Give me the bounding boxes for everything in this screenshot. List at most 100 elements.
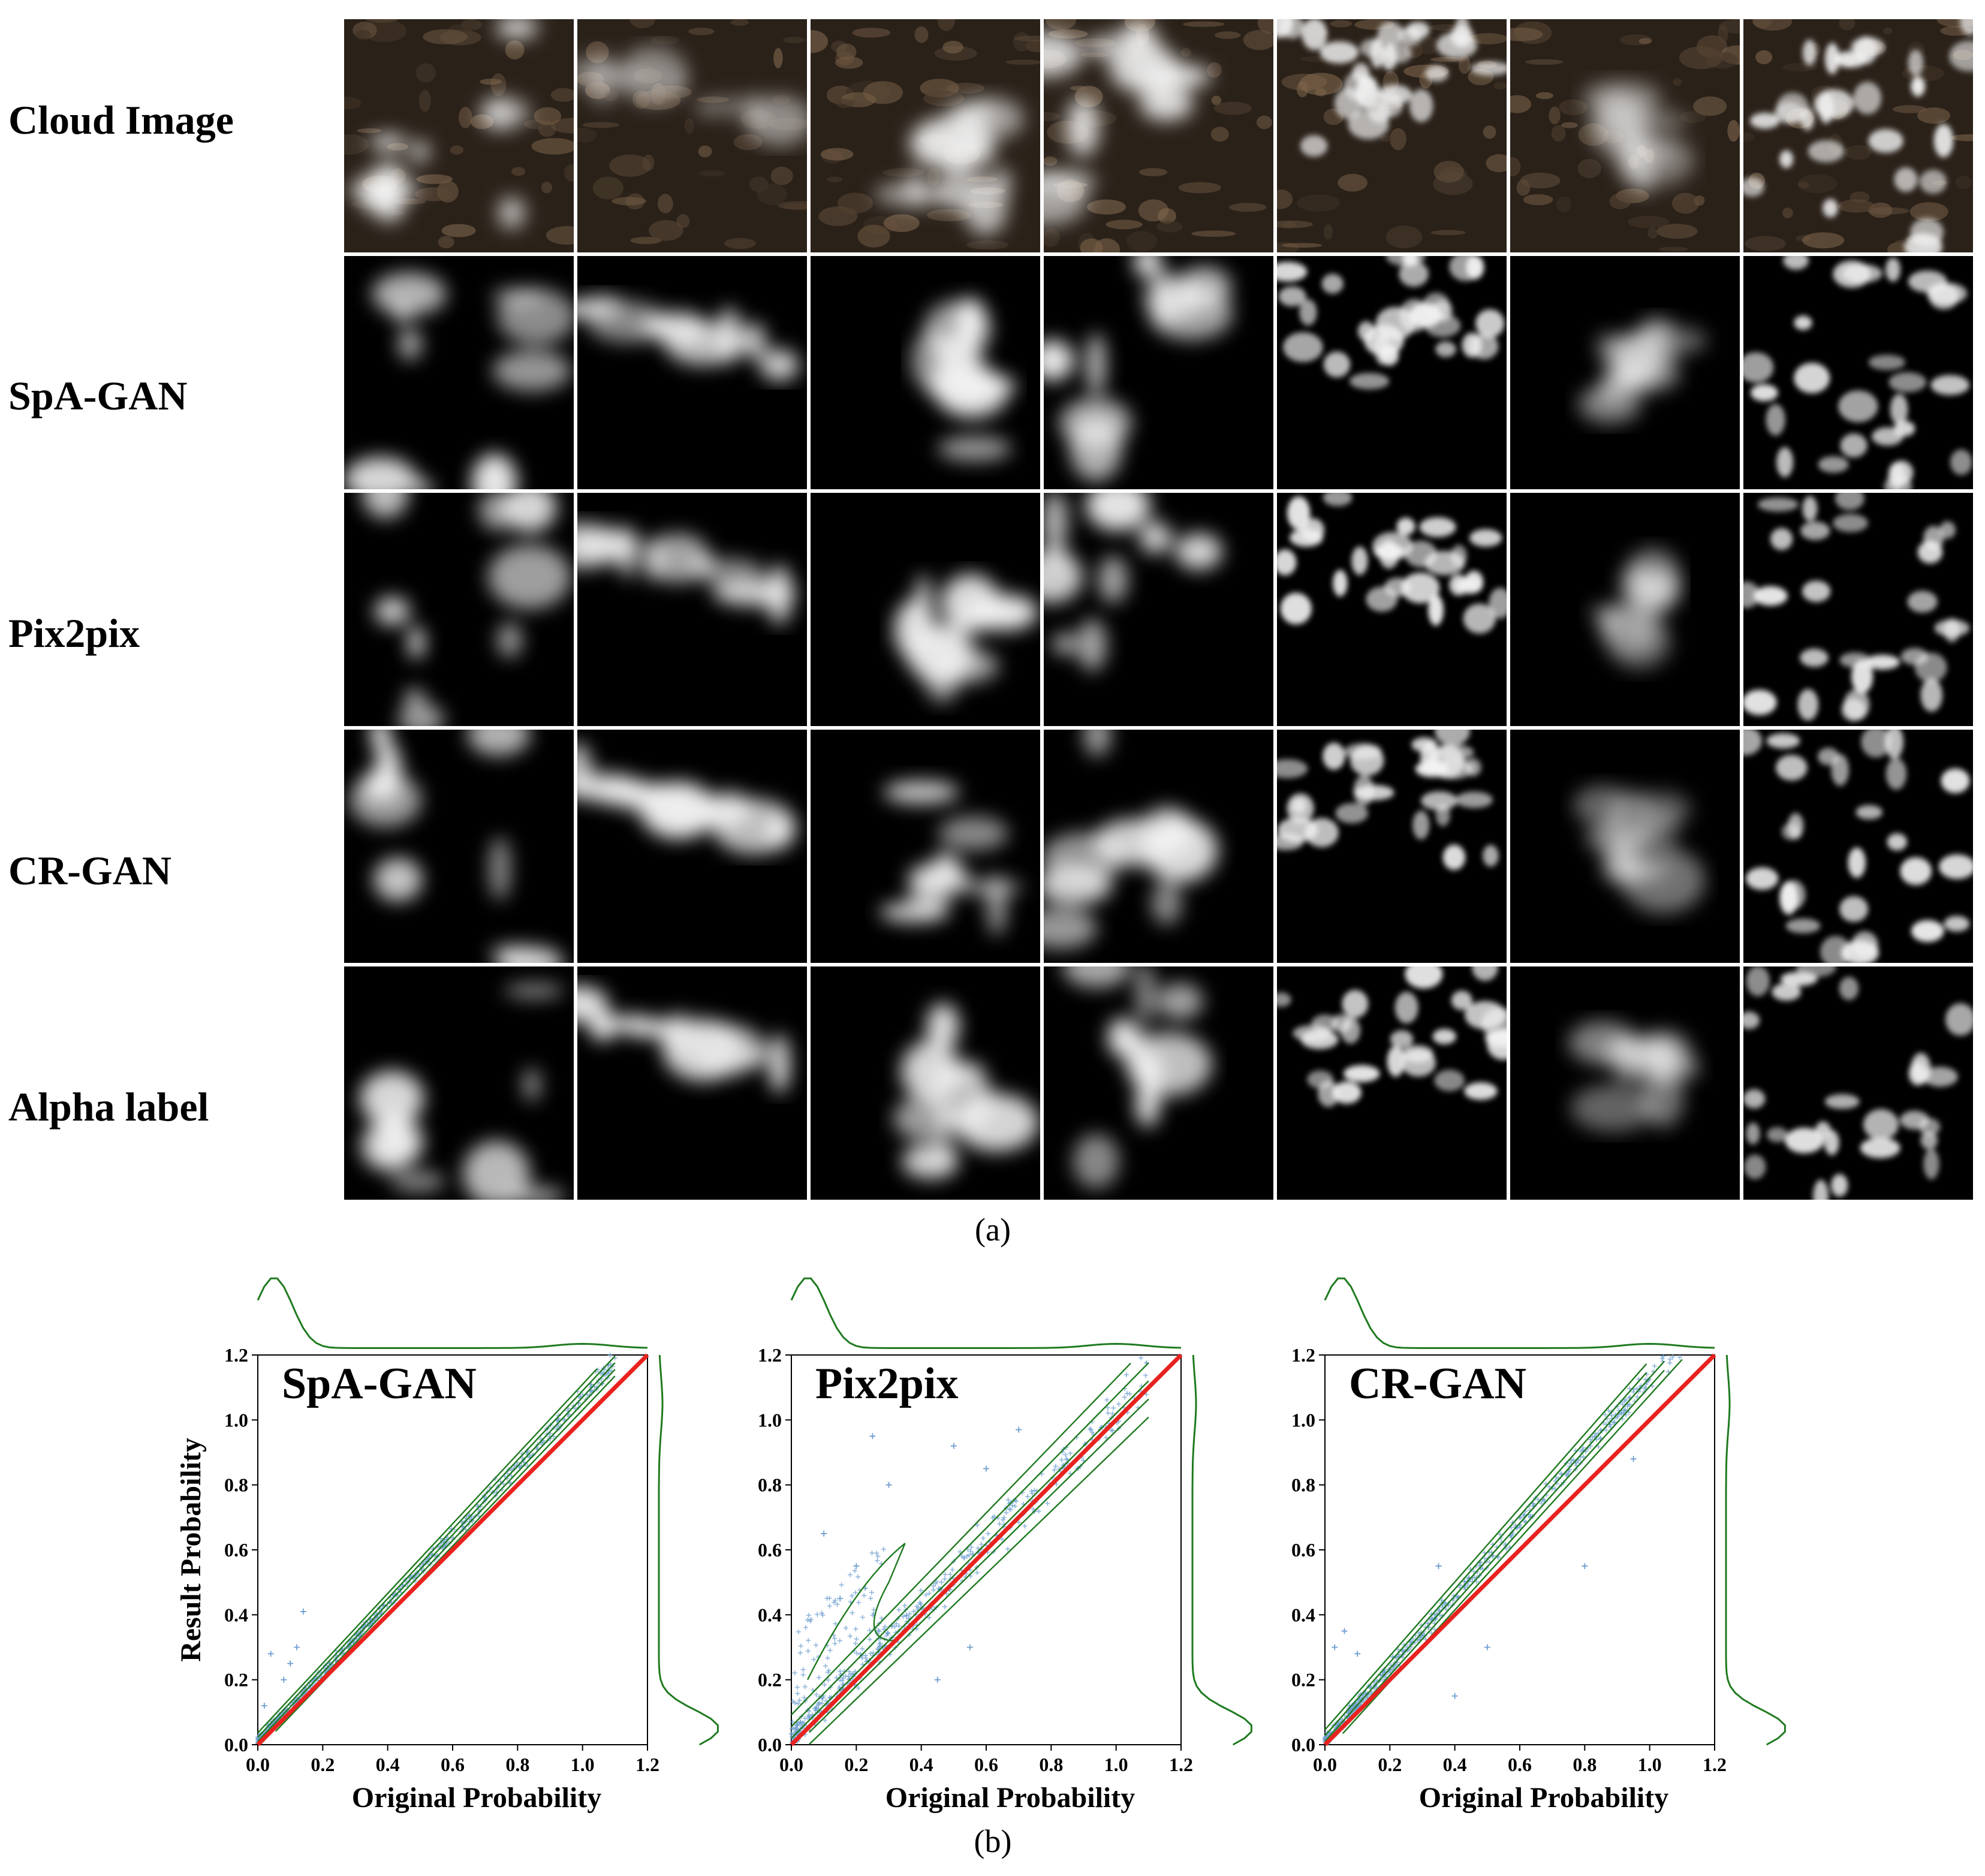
scatter-point <box>854 1651 860 1656</box>
image-tile-r2-c2 <box>577 256 807 489</box>
scatter-point-outlier <box>300 1608 306 1615</box>
image-tile-r3-c4 <box>1044 493 1273 726</box>
scatter-point <box>1443 1606 1448 1612</box>
scatter-point <box>1089 1429 1095 1435</box>
scatter-point <box>1670 1354 1676 1360</box>
chart-title: SpA-GAN <box>282 1359 477 1408</box>
scatter-point <box>856 1574 861 1579</box>
scatter-point-outlier <box>294 1644 300 1651</box>
scatter-point <box>814 1642 819 1648</box>
scatter-point-outlier <box>950 1443 957 1449</box>
y-tick-label: 1.0 <box>224 1409 248 1431</box>
x-tick-label: 0.2 <box>311 1754 335 1775</box>
scatter-point <box>1036 1508 1041 1514</box>
image-tile-r1-c5 <box>1277 19 1507 252</box>
density-contour <box>257 1362 616 1742</box>
scatter-point <box>814 1692 819 1697</box>
scatter-point <box>1005 1546 1010 1552</box>
y-axis-label: Result Probability <box>175 1438 207 1662</box>
density-contours <box>257 1356 616 1742</box>
scatter-point <box>800 1672 806 1678</box>
scatter-point <box>1622 1407 1628 1413</box>
chart-title: Pix2pix <box>815 1359 958 1408</box>
y-tick-label: 0.4 <box>758 1604 782 1625</box>
scatter-point <box>793 1725 799 1730</box>
scatter-point <box>856 1600 862 1605</box>
scatter-point <box>507 1480 513 1486</box>
image-tile-r4-c7 <box>1743 730 1973 963</box>
scatter-point <box>1480 1566 1486 1571</box>
scatter-point <box>798 1643 803 1649</box>
scatter-point-outlier <box>1630 1456 1637 1462</box>
scatter-point <box>853 1627 859 1632</box>
reference-line-y-equals-x <box>1323 1353 1716 1746</box>
row-label-cr-gan: CR-GAN <box>8 848 171 893</box>
scatter-point <box>853 1641 859 1646</box>
scatter-point <box>882 1624 888 1630</box>
scatter-point <box>1457 1585 1463 1590</box>
scatter-point <box>881 1546 886 1552</box>
x-tick-label: 1.2 <box>1169 1754 1193 1775</box>
scatter-point <box>1581 1454 1586 1459</box>
y-tick-label: 0.0 <box>224 1734 248 1755</box>
image-tile-r1-c3 <box>811 19 1040 252</box>
x-axis-label: Original Probability <box>352 1782 601 1814</box>
image-tile-r2-c5 <box>1277 256 1507 489</box>
scatter-point <box>1106 1410 1111 1416</box>
scatter-point <box>1538 1501 1544 1506</box>
density-contour <box>791 1380 1149 1739</box>
scatter-point <box>863 1585 868 1591</box>
marginal-density-y <box>658 1354 719 1746</box>
scatter-point-outlier <box>1451 1693 1458 1699</box>
scatter-point <box>822 1682 827 1688</box>
scatter-point <box>834 1675 839 1681</box>
scatter-point <box>832 1600 837 1605</box>
scatter-point <box>997 1521 1002 1526</box>
row-label-spa-gan: SpA-GAN <box>8 373 188 418</box>
scatter-point-outlier <box>267 1651 274 1657</box>
scatter-point <box>793 1700 798 1706</box>
scatter-chart-pix2pix: 0.0 0.2 0.4 0.6 0.8 1.0 1.2 0.0 0.2 0.4 0.6 0.8 1.0 1… <box>758 1277 1252 1814</box>
scatter-point <box>846 1674 851 1679</box>
scatter-point <box>875 1553 881 1559</box>
scatter-point-outlier <box>1354 1651 1361 1657</box>
scatter-point <box>823 1663 828 1669</box>
scatter-point <box>1465 1582 1470 1588</box>
scatter-point <box>939 1580 944 1585</box>
x-tick-label: 0.8 <box>1573 1754 1597 1775</box>
scatter-point <box>827 1603 832 1609</box>
image-tile-r1-c6 <box>1510 19 1740 252</box>
scatter-point <box>942 1572 948 1577</box>
scatter-point <box>1603 1412 1608 1417</box>
scatter-point <box>969 1544 974 1550</box>
density-contour <box>808 1398 1149 1733</box>
y-tick-label: 0.2 <box>1291 1669 1315 1691</box>
scatter-point <box>1000 1517 1005 1522</box>
scatter-point <box>923 1592 929 1598</box>
y-tick-label: 1.2 <box>758 1344 782 1366</box>
image-tile-r3-c1 <box>344 493 574 726</box>
scatter-point <box>948 1571 953 1577</box>
scatter-point <box>1517 1525 1523 1530</box>
scatter-point <box>1429 1630 1434 1636</box>
density-contour <box>1324 1360 1665 1742</box>
scatter-point <box>892 1624 897 1630</box>
density-contour <box>1342 1369 1665 1729</box>
scatter-point <box>823 1698 829 1703</box>
density-contours <box>791 1362 1149 1745</box>
scatter-point <box>805 1648 811 1654</box>
scatter-point <box>802 1716 808 1721</box>
scatter-point <box>1471 1568 1477 1574</box>
x-tick-label: 0.4 <box>376 1754 400 1775</box>
scatter-point <box>819 1610 824 1616</box>
chart-title: CR-GAN <box>1349 1359 1526 1408</box>
x-tick-label: 1.0 <box>1638 1754 1662 1775</box>
scatter-point <box>827 1648 833 1653</box>
y-tick-label: 0.0 <box>1291 1734 1315 1755</box>
scatter-point-outlier <box>837 1595 844 1602</box>
image-tile-r4-c2 <box>577 730 807 963</box>
density-contour <box>791 1362 1131 1716</box>
scatter-point <box>856 1685 861 1691</box>
x-tick-label: 1.2 <box>635 1754 659 1775</box>
scatter-point-outlier <box>261 1703 267 1709</box>
